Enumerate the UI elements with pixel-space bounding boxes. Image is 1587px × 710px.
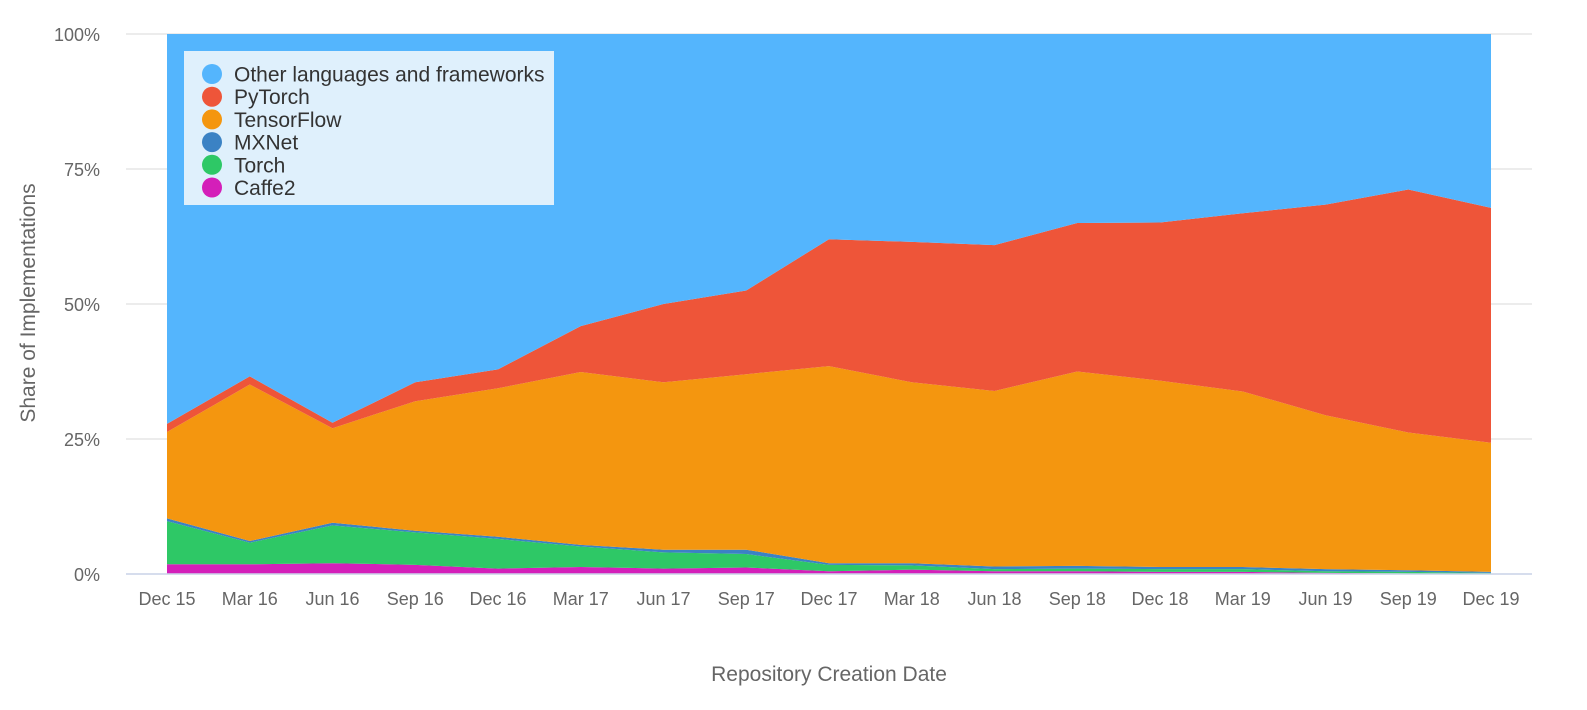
x-axis-title: Repository Creation Date [711, 663, 947, 686]
area-caffe2 [167, 563, 1491, 574]
legend-swatch [202, 177, 222, 198]
x-tick-label: Jun 16 [305, 589, 359, 609]
legend-item[interactable]: TensorFlow [202, 109, 342, 132]
legend-item[interactable]: Other languages and frameworks [202, 64, 545, 87]
legend-swatch [202, 109, 222, 130]
legend-item[interactable]: Torch [202, 154, 285, 177]
legend-items: Other languages and frameworksPyTorchTen… [202, 64, 545, 200]
y-tick-label: 25% [64, 430, 100, 450]
legend-swatch [202, 86, 222, 107]
x-tick-label: Dec 15 [138, 589, 195, 609]
legend-label: MXNet [234, 132, 298, 155]
y-tick-label: 0% [74, 565, 100, 585]
legend-label: TensorFlow [234, 109, 342, 132]
x-tick-label: Sep 17 [718, 589, 775, 609]
x-axis-ticks: Dec 15 Mar 16 Jun 16 Sep 16 Dec 16 Mar 17 Jun … [138, 589, 1519, 609]
x-tick-label: Mar 18 [884, 589, 940, 609]
x-tick-label: Mar 17 [553, 589, 609, 609]
legend-label: Caffe2 [234, 177, 296, 200]
legend: Other languages and frameworksPyTorchTen… [184, 51, 554, 205]
y-tick-label: 50% [64, 295, 100, 315]
legend-label: Other languages and frameworks [234, 64, 545, 87]
x-tick-label: Jun 18 [967, 589, 1021, 609]
x-tick-label: Sep 18 [1049, 589, 1106, 609]
legend-swatch [202, 154, 222, 175]
x-tick-label: Mar 19 [1215, 589, 1271, 609]
x-tick-label: Dec 16 [469, 589, 526, 609]
x-tick-label: Mar 16 [222, 589, 278, 609]
area-pytorch [167, 189, 1491, 443]
y-tick-label: 75% [64, 160, 100, 180]
x-tick-label: Dec 19 [1462, 589, 1519, 609]
legend-label: PyTorch [234, 86, 310, 109]
legend-swatch [202, 64, 222, 84]
x-tick-label: Sep 16 [387, 589, 444, 609]
y-axis-title: Share of Implementations [17, 183, 40, 422]
y-tick-label: 100% [54, 25, 100, 45]
legend-item[interactable]: Caffe2 [202, 177, 296, 200]
x-tick-label: Sep 19 [1380, 589, 1437, 609]
x-tick-label: Dec 18 [1131, 589, 1188, 609]
x-tick-label: Jun 19 [1298, 589, 1352, 609]
legend-item[interactable]: MXNet [202, 132, 298, 155]
legend-swatch [202, 132, 222, 153]
x-tick-label: Jun 17 [636, 589, 690, 609]
y-axis-ticks: 0% 25% 50% 75% 100% [54, 25, 100, 585]
area-torch [167, 521, 1491, 574]
legend-background [184, 51, 554, 205]
area-tensorflow [167, 366, 1491, 572]
legend-label: Torch [234, 154, 285, 177]
x-tick-label: Dec 17 [800, 589, 857, 609]
legend-item[interactable]: PyTorch [202, 86, 310, 109]
